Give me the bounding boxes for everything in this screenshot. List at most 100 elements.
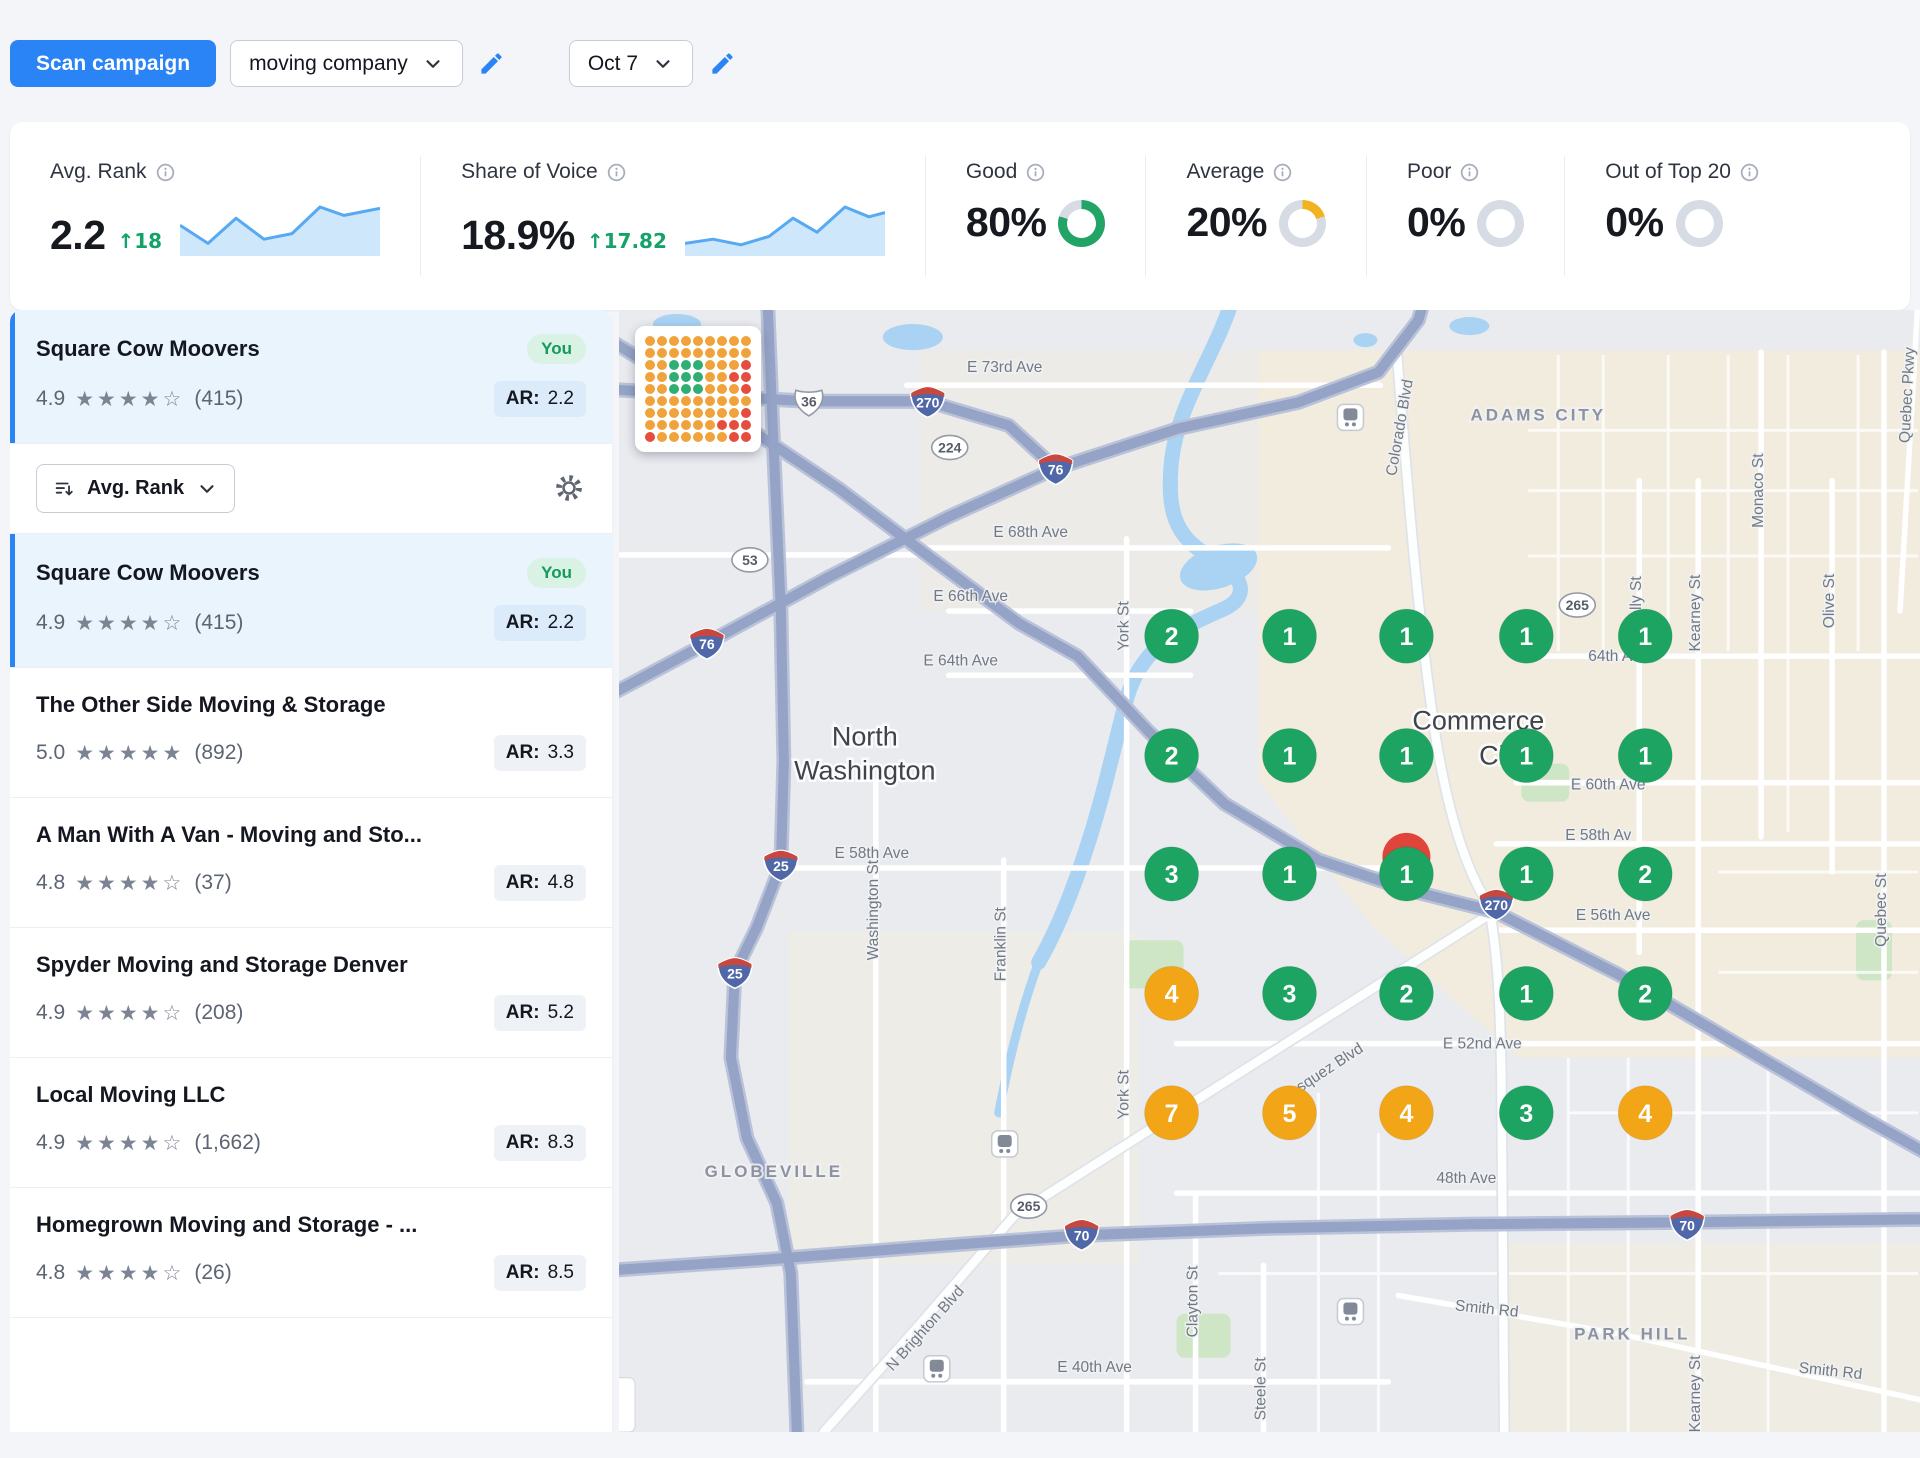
- minimap-dot: [717, 360, 727, 370]
- map-pin[interactable]: [1144, 846, 1200, 902]
- minimap-dot: [681, 372, 691, 382]
- keyword-select[interactable]: moving company: [230, 40, 463, 87]
- map[interactable]: E 73rd Ave E 68th Ave E 66th Ave E 64th Ave…: [619, 310, 1920, 1432]
- business-list-item[interactable]: Square Cow Moovers You 4.9 ★★★★☆ (415) A…: [10, 534, 612, 668]
- map-pin[interactable]: [1262, 727, 1317, 784]
- business-list-item[interactable]: Local Moving LLC 4.9 ★★★★☆ (1,662) AR: 8.…: [10, 1058, 612, 1188]
- average-value: 20%: [1186, 199, 1268, 245]
- minimap-dot: [693, 384, 703, 394]
- info-icon[interactable]: [1460, 163, 1479, 182]
- info-icon[interactable]: [156, 163, 175, 182]
- info-icon[interactable]: [1740, 163, 1759, 182]
- edit-keyword-icon[interactable]: [477, 49, 507, 79]
- sort-dropdown-value: Avg. Rank: [87, 477, 185, 499]
- map-pin[interactable]: [1617, 846, 1673, 902]
- avg-rank-delta: ↑18: [117, 229, 163, 253]
- map-pin[interactable]: [1144, 727, 1200, 784]
- map-label: E 40th Ave: [1057, 1359, 1132, 1376]
- minimap-dot: [645, 420, 655, 430]
- map-pin[interactable]: [1378, 608, 1434, 664]
- grid-minimap[interactable]: [635, 326, 761, 452]
- scan-campaign-button[interactable]: Scan campaign: [10, 40, 217, 87]
- map-pin[interactable]: [1144, 608, 1200, 664]
- good-label: Good: [965, 160, 1018, 183]
- map-pin[interactable]: [1262, 965, 1317, 1022]
- map-pin[interactable]: [1262, 608, 1317, 664]
- minimap-dot: [669, 348, 679, 358]
- average-donut-chart: [1279, 200, 1327, 247]
- map-control[interactable]: [619, 1377, 636, 1432]
- minimap-dot: [717, 348, 727, 358]
- business-rating: 4.9: [36, 1131, 66, 1154]
- minimap-dot: [717, 384, 727, 394]
- map-label: North: [832, 722, 898, 752]
- star-rating: ★★★★☆: [75, 1001, 185, 1025]
- info-icon[interactable]: [1273, 163, 1292, 182]
- map-pin[interactable]: [1617, 608, 1673, 664]
- minimap-dot: [741, 360, 751, 370]
- map-label: E 52nd Ave: [1443, 1036, 1522, 1053]
- road-shield: 25: [763, 849, 799, 882]
- business-list-item[interactable]: Homegrown Moving and Storage - ... 4.8 ★…: [10, 1188, 612, 1318]
- minimap-dot: [681, 420, 691, 430]
- map-pin[interactable]: [1617, 727, 1673, 784]
- business-list-item[interactable]: A Man With A Van - Moving and Sto... 4.8…: [10, 798, 612, 928]
- map-pin[interactable]: [1378, 965, 1434, 1022]
- star-rating: ★★★★☆: [75, 871, 185, 895]
- map-pin[interactable]: [1378, 846, 1434, 902]
- minimap-dot: [693, 408, 703, 418]
- minimap-dot: [717, 408, 727, 418]
- info-icon[interactable]: [1026, 163, 1045, 182]
- minimap-dot: [669, 396, 679, 406]
- settings-gear-icon[interactable]: [554, 473, 586, 505]
- map-pin[interactable]: [1144, 1085, 1200, 1141]
- review-count: (415): [194, 611, 244, 634]
- minimap-dot: [741, 348, 751, 358]
- business-name: Spyder Moving and Storage Denver: [36, 952, 408, 977]
- transit-station-icon: [923, 1354, 951, 1383]
- star-rating: ★★★★☆: [75, 611, 185, 635]
- business-list-item[interactable]: The Other Side Moving & Storage 5.0 ★★★★…: [10, 668, 612, 798]
- business-list-item[interactable]: Spyder Moving and Storage Denver 4.9 ★★★…: [10, 928, 612, 1058]
- review-count: (208): [194, 1001, 244, 1024]
- minimap-dot: [729, 348, 739, 358]
- minimap-dot: [669, 384, 679, 394]
- info-icon[interactable]: [607, 163, 626, 182]
- business-list-item[interactable]: Square Cow Moovers You 4.9 ★★★★☆ (415) A…: [10, 310, 612, 444]
- map-pin[interactable]: [1378, 1085, 1434, 1141]
- stat-poor: Poor 0%: [1366, 156, 1564, 276]
- share-of-voice-value: 18.9%: [461, 212, 575, 258]
- minimap-dot: [669, 420, 679, 430]
- minimap-dot: [645, 372, 655, 382]
- date-select[interactable]: Oct 7: [568, 40, 693, 87]
- minimap-dot: [741, 384, 751, 394]
- minimap-dot: [705, 420, 715, 430]
- business-rating: 4.9: [36, 611, 66, 634]
- map-pin[interactable]: [1498, 846, 1554, 902]
- minimap-dot: [717, 420, 727, 430]
- map-label: York St: [1116, 1069, 1133, 1119]
- minimap-dot: [741, 372, 751, 382]
- map-pin[interactable]: [1144, 965, 1200, 1022]
- minimap-dot: [645, 384, 655, 394]
- map-pin[interactable]: [1617, 1085, 1673, 1141]
- sort-dropdown[interactable]: Avg. Rank: [36, 464, 236, 513]
- map-pin[interactable]: [1498, 727, 1554, 784]
- map-pin[interactable]: [1498, 608, 1554, 664]
- share-of-voice-label: Share of Voice: [461, 160, 598, 183]
- map-labels: E 73rd Ave E 68th Ave E 66th Ave E 64th Ave…: [703, 345, 1920, 1432]
- map-pin[interactable]: [1262, 1085, 1317, 1141]
- business-list: Square Cow Moovers You 4.9 ★★★★☆ (415) A…: [10, 534, 612, 1318]
- map-pin[interactable]: [1617, 965, 1673, 1022]
- map-pin[interactable]: [1498, 1085, 1554, 1141]
- map-region: E 73rd Ave E 68th Ave E 66th Ave E 64th Ave…: [619, 310, 1920, 1432]
- minimap-dot: [693, 336, 703, 346]
- map-pin[interactable]: [1378, 727, 1434, 784]
- edit-date-icon[interactable]: [707, 49, 737, 79]
- map-pin[interactable]: [1498, 965, 1554, 1022]
- map-shields: 36 270 224 76 53 76 265 25 25 265 70 70 270: [689, 385, 1705, 1252]
- minimap-dot: [741, 432, 751, 442]
- minimap-dot: [729, 408, 739, 418]
- map-water: [652, 310, 1490, 1118]
- map-pin[interactable]: [1262, 846, 1317, 902]
